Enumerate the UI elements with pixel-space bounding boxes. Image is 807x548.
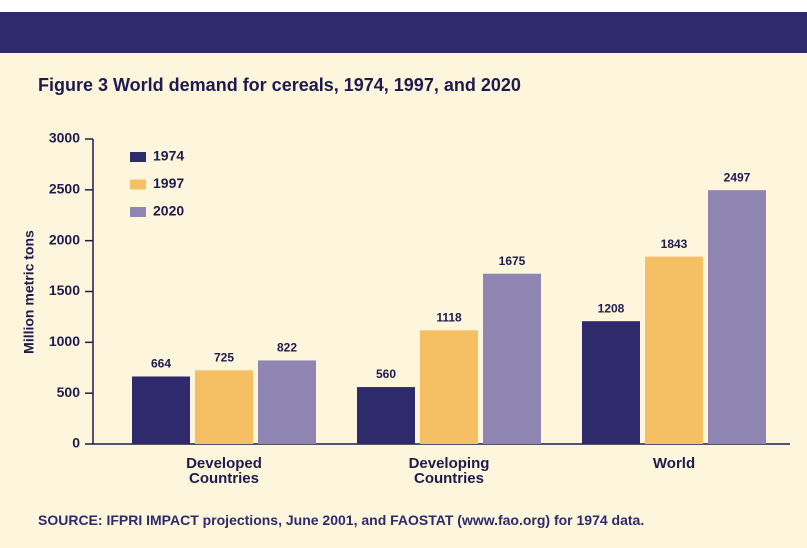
value-label: 560 <box>376 367 396 381</box>
bar <box>483 273 541 444</box>
value-label: 1208 <box>598 301 625 315</box>
y-tick-label: 500 <box>57 384 81 400</box>
y-axis-label: Million metric tons <box>21 230 37 354</box>
x-tick-label: World <box>652 455 696 472</box>
y-tick-label: 1000 <box>49 333 80 349</box>
y-tick-label: 0 <box>72 435 80 451</box>
bar <box>420 330 478 444</box>
bar <box>132 376 190 444</box>
value-label: 1675 <box>499 254 526 268</box>
value-label: 664 <box>151 357 171 371</box>
source-note: SOURCE: IFPRI IMPACT projections, June 2… <box>38 512 645 528</box>
bar <box>645 256 703 444</box>
legend-label: 1974 <box>153 148 184 164</box>
legend-label: 1997 <box>153 175 184 191</box>
bar <box>357 387 415 444</box>
chart-title: Figure 3 World demand for cereals, 1974,… <box>38 75 521 95</box>
x-tick-label: Developed Countries <box>186 455 262 487</box>
y-tick-label: 3000 <box>49 130 80 146</box>
value-label: 2497 <box>724 170 751 184</box>
value-label: 822 <box>277 341 297 355</box>
bar <box>582 321 640 444</box>
bar <box>258 360 316 444</box>
header-band <box>0 12 807 53</box>
bar <box>708 190 766 444</box>
legend-swatch <box>130 152 146 162</box>
bar <box>195 370 253 444</box>
top-strip <box>0 0 807 12</box>
y-tick-label: 1500 <box>49 282 80 298</box>
legend-swatch <box>130 179 146 190</box>
y-tick-label: 2000 <box>49 231 80 247</box>
value-label: 725 <box>214 350 234 364</box>
legend-label: 2020 <box>153 203 184 219</box>
legend-swatch <box>130 207 146 217</box>
value-label: 1843 <box>661 237 688 251</box>
y-tick-label: 2500 <box>49 181 80 197</box>
x-tick-label: Developing Countries <box>408 455 490 487</box>
value-label: 1118 <box>436 311 462 325</box>
